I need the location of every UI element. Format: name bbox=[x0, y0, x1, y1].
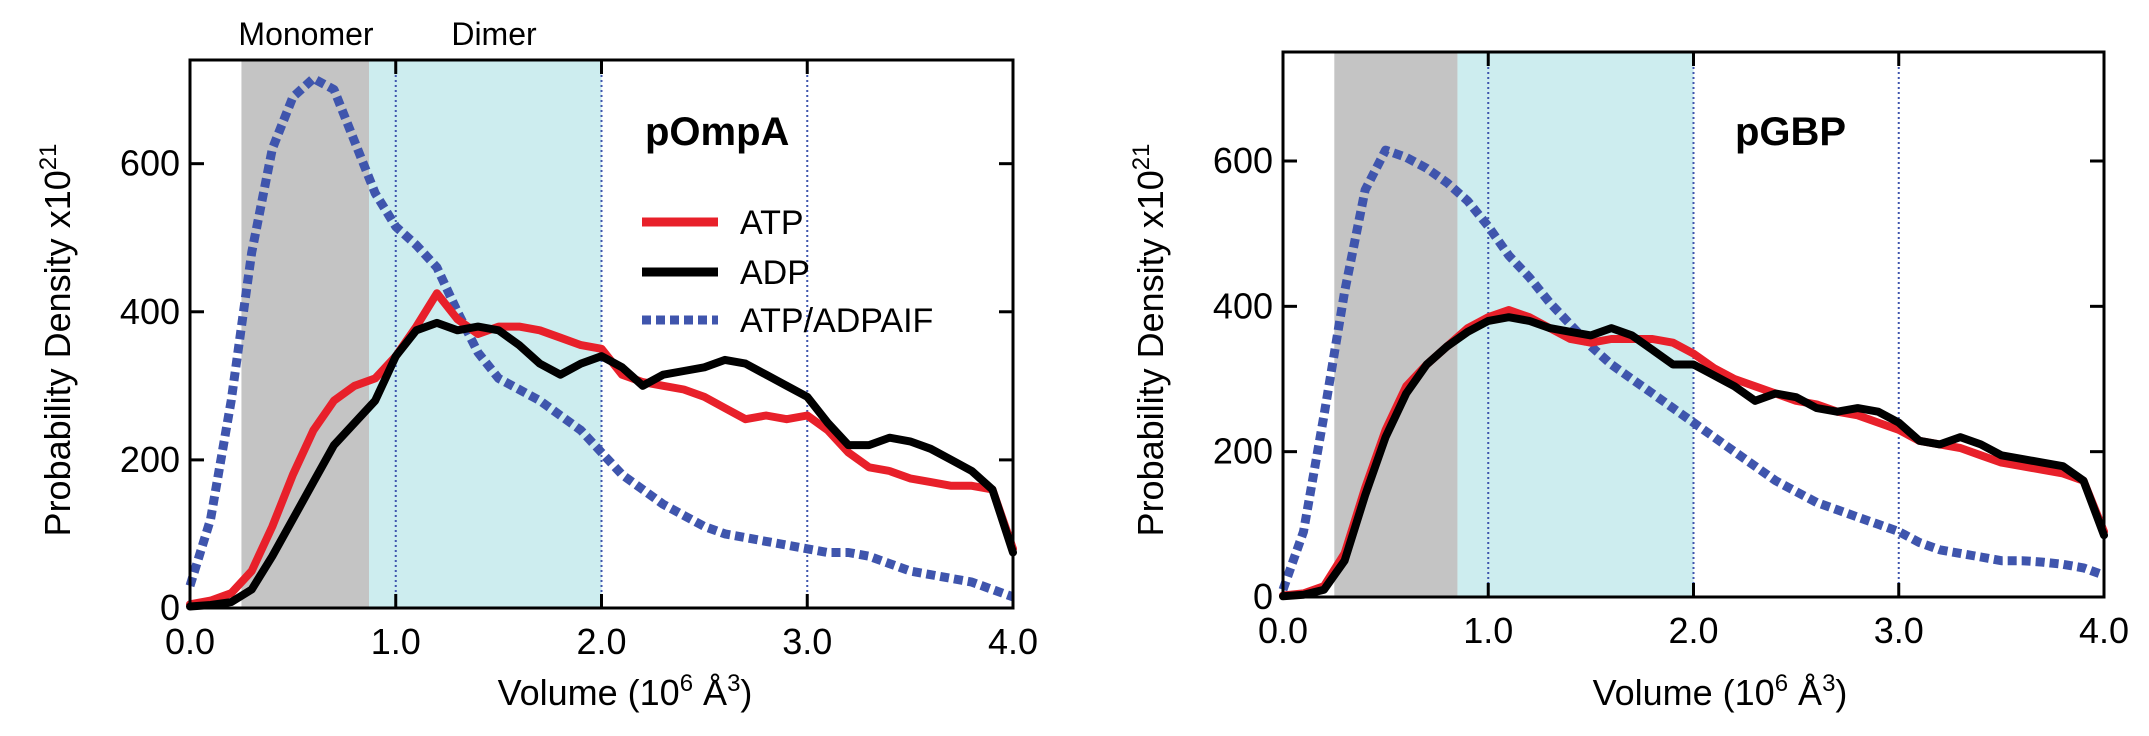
y-tick-label: 0 bbox=[160, 587, 180, 628]
x-tick-label: 0.0 bbox=[1258, 610, 1308, 651]
legend-label-atp: ATP bbox=[740, 204, 804, 242]
tick-layer: 0.0 1.0 2.0 3.0 4.0 0 200 400 600 bbox=[120, 60, 1038, 662]
panel-title-pompa: pOmpA bbox=[645, 110, 789, 154]
x-tick-label: 3.0 bbox=[782, 621, 832, 662]
x-tick-label: 2.0 bbox=[1668, 610, 1718, 651]
y-tick-label: 400 bbox=[1213, 285, 1273, 326]
series-adp-line bbox=[186, 318, 1017, 611]
series-layer bbox=[185, 74, 1017, 611]
x-tick-label: 4.0 bbox=[988, 621, 1038, 662]
y-tick-label: 200 bbox=[1213, 431, 1273, 472]
x-tick-label: 3.0 bbox=[1874, 610, 1924, 651]
x-tick-label: 1.0 bbox=[1463, 610, 1513, 651]
series-alf-line bbox=[1278, 145, 2106, 592]
y-tick-label: 600 bbox=[120, 143, 180, 184]
monomer-region-label: Monomer bbox=[238, 16, 374, 52]
legend-label-alf: ATP/ADPAIF bbox=[740, 302, 933, 340]
monomer-band bbox=[241, 60, 370, 608]
y-tick-label: 600 bbox=[1213, 140, 1273, 181]
grid-layer bbox=[1487, 52, 1900, 597]
series-atp-line bbox=[186, 289, 1017, 609]
y-tick-label: 400 bbox=[120, 291, 180, 332]
tick-layer: 0.0 1.0 2.0 3.0 4.0 0 200 400 600 bbox=[1213, 52, 2129, 651]
grid-layer bbox=[394, 60, 809, 608]
x-tick-label: 2.0 bbox=[576, 621, 626, 662]
y-tick-label: 200 bbox=[120, 439, 180, 480]
x-axis-label: Volume (106 Å3) bbox=[498, 670, 753, 713]
x-tick-label: 4.0 bbox=[2079, 610, 2129, 651]
band-layer bbox=[1334, 52, 1694, 597]
y-axis-label: Probability Density x1021 bbox=[35, 144, 78, 537]
y-tick-label: 0 bbox=[1253, 576, 1273, 617]
panel-title-pgbp: pGBP bbox=[1735, 110, 1846, 154]
series-layer bbox=[1278, 145, 2108, 601]
series-adp-line bbox=[1279, 313, 2108, 601]
dimer-region-label: Dimer bbox=[451, 16, 537, 52]
series-alf-line bbox=[185, 74, 1015, 602]
x-tick-label: 1.0 bbox=[371, 621, 421, 662]
y-axis-label: Probability Density x1021 bbox=[1128, 144, 1171, 537]
monomer-band bbox=[1334, 52, 1458, 597]
legend-label-adp: ADP bbox=[740, 254, 810, 292]
chart-pgbp: 0.0 1.0 2.0 3.0 4.0 0 200 400 600 pGBP Volume (1… bbox=[1128, 50, 2129, 713]
x-axis-label: Volume (106 Å3) bbox=[1593, 670, 1848, 713]
x-tick-label: 0.0 bbox=[165, 621, 215, 662]
legend: ATP ADP ATP/ADPAIF bbox=[642, 204, 933, 340]
chart-pompa: 0.0 1.0 2.0 3.0 4.0 0 200 400 600 pOmpA ATP ADP … bbox=[35, 58, 1038, 713]
